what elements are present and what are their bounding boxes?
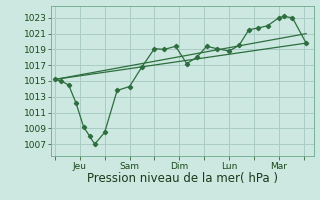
X-axis label: Pression niveau de la mer( hPa ): Pression niveau de la mer( hPa ) — [87, 172, 278, 185]
